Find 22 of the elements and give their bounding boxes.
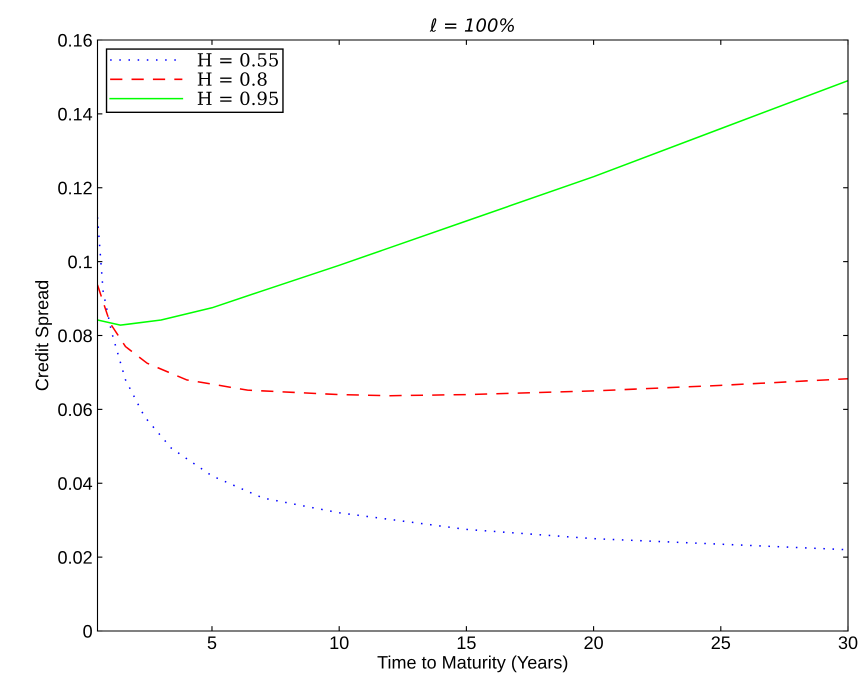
x-tick-label: 20 — [584, 636, 603, 650]
x-tick-label: 10 — [330, 636, 349, 650]
legend-label: H = 0.8 — [198, 72, 267, 86]
x-tick-label: 5 — [208, 636, 216, 650]
y-tick-label: 0.14 — [58, 108, 92, 121]
y-tick-label: 0.02 — [58, 551, 92, 564]
chart-title: ℓ = 100% — [430, 18, 514, 32]
y-tick-label: 0.08 — [58, 329, 92, 342]
x-tick-label: 30 — [838, 636, 858, 650]
y-tick-label: 0 — [83, 624, 92, 638]
x-axis-title: Time to Maturity (Years) — [378, 655, 568, 672]
x-tick-label: 15 — [458, 636, 476, 650]
line-series — [98, 284, 848, 396]
y-tick-label: 0.04 — [58, 477, 92, 490]
legend-label: H = 0.95 — [198, 92, 278, 106]
y-tick-label: 0.06 — [58, 403, 92, 416]
legend-label: H = 0.55 — [198, 52, 278, 67]
y-axis-title: Credit Spread — [35, 280, 52, 390]
y-tick-label: 0.1 — [68, 256, 92, 268]
x-tick-label: 25 — [712, 636, 730, 650]
y-tick-label: 0.12 — [58, 182, 92, 194]
y-tick-label: 0.16 — [58, 34, 92, 47]
